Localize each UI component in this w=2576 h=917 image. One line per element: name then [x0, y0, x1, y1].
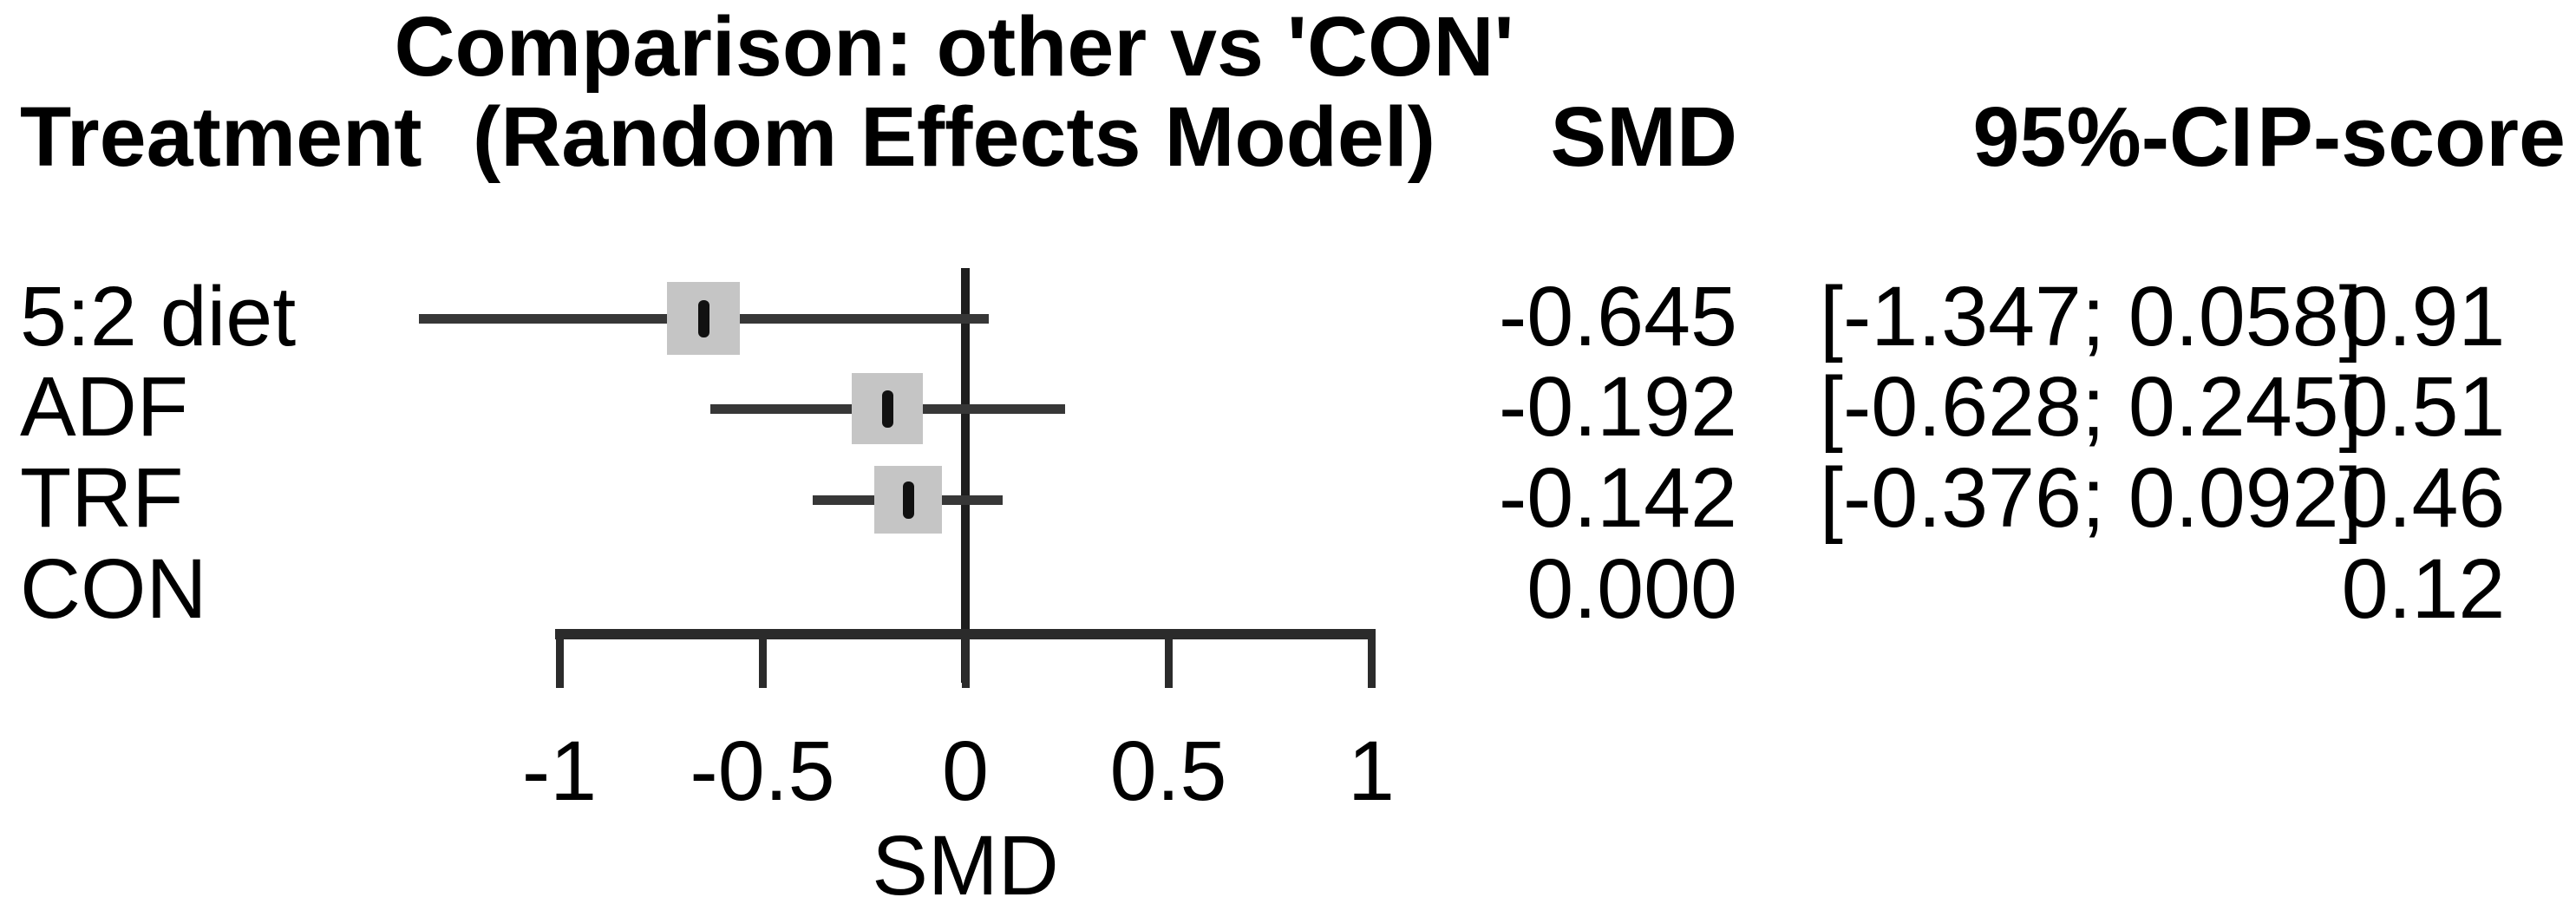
pscore-value: 0.46: [2341, 450, 2506, 545]
point-estimate-marker: [882, 390, 894, 428]
row-label-treatment: CON: [20, 541, 207, 636]
column-header-smd: SMD: [1550, 89, 1737, 184]
zero-reference-line: [961, 268, 970, 683]
column-header-pscore: P-score: [2257, 89, 2566, 184]
point-estimate-marker: [698, 300, 710, 337]
row-label-treatment: TRF: [20, 450, 184, 545]
row-label-treatment: 5:2 diet: [20, 269, 297, 364]
smd-value: -0.192: [1498, 359, 1737, 454]
pscore-value: 0.12: [2341, 541, 2506, 636]
x-tick-label: 0: [942, 724, 989, 818]
column-header-treatment: Treatment: [20, 89, 422, 184]
point-estimate-marker: [902, 481, 914, 519]
smd-value: -0.142: [1498, 450, 1737, 545]
row-label-treatment: ADF: [20, 359, 188, 454]
smd-value: 0.000: [1527, 541, 1737, 636]
x-axis-label: SMD: [872, 818, 1059, 913]
chart-title-line1: Comparison: other vs 'CON': [394, 0, 1514, 94]
x-axis-tick: [1165, 629, 1173, 688]
x-axis-tick: [556, 629, 564, 688]
x-tick-label: -1: [521, 724, 598, 818]
pscore-value: 0.51: [2341, 359, 2506, 454]
x-axis-tick: [759, 629, 767, 688]
x-axis-tick: [1368, 629, 1376, 688]
column-header-ci: 95%-CI: [1972, 89, 2253, 184]
x-tick-label: 1: [1348, 724, 1395, 818]
pscore-value: 0.91: [2341, 269, 2506, 364]
x-tick-label: -0.5: [690, 724, 835, 818]
x-axis-tick: [962, 629, 970, 688]
chart-title-line2: (Random Effects Model): [472, 89, 1436, 184]
smd-value: -0.645: [1498, 269, 1737, 364]
x-tick-label: 0.5: [1109, 724, 1227, 818]
